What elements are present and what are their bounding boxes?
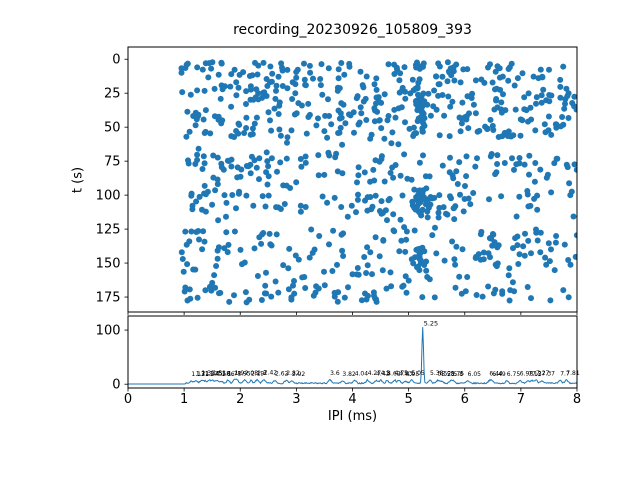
scatter-points [178,59,577,306]
peak-annotation: 4.62 [387,371,401,378]
x-tick-label: 6 [461,392,469,407]
main-peak-annotation: 5.25 [424,320,438,328]
peak-annotation: 7.81 [566,370,580,377]
y-tick-label-top: 100 [96,189,121,204]
peak-annotation: 6.05 [468,371,482,378]
peak-annotation: 2.3 [257,370,267,377]
peak-annotation: 1.66 [221,371,235,378]
peak-annotation: 4.95 [406,371,420,378]
peak-annotation: 2.42 [264,369,278,376]
peak-annotation: 4.5 [381,370,391,377]
x-tick-label: 0 [124,392,132,407]
peak-annotation: 6.44 [489,371,503,378]
peak-annotation: 5.05 [411,370,425,377]
peak-annotation: 1.95 [237,371,251,378]
peak-annotation: 4.27 [368,370,382,377]
y-tick-label-top: 150 [96,257,121,272]
y-tick-label-top: 125 [96,223,121,238]
x-tick-label: 7 [517,392,525,407]
peak-annotation: 1.37 [205,371,219,378]
tick-marks [124,58,578,392]
peak-annotation: 1.21 [196,371,210,378]
peak-annotation: 5.8 [454,371,464,378]
y-tick-label-top: 50 [104,121,121,136]
peak-annotation: 1.78 [228,371,242,378]
peak-annotation: 5.52 [438,371,452,378]
peak-annotation: 4.04 [355,371,369,378]
x-axis-label: IPI (ms) [327,409,378,424]
peak-annotation: 7.2 [532,371,542,378]
peak-annotation: 2.08 [245,370,259,377]
peak-annotation: 6.98 [520,371,534,378]
y-tick-label-top: 0 [112,53,120,68]
peak-annotation: 4.83 [399,371,413,378]
tick-labels: 0 25 50 75 100 125 150 175 0 100 0 1 2 3 4 5 6 7 8 [96,53,581,407]
peak-annotation: 3.6 [330,370,340,377]
x-tick-label: 4 [348,392,356,407]
x-tick-label: 2 [236,392,244,407]
ipi-histogram-line [128,327,577,385]
peak-annotation: 5.75 [451,371,465,378]
peak-annotation: 1.9 [235,370,245,377]
x-tick-label: 1 [180,392,188,407]
y-tick-label-top: 175 [96,291,121,306]
peak-annotation: 2.62 [275,371,289,378]
peak-annotation: 4.42 [376,371,390,378]
y-tick-label-bottom: 100 [96,324,121,339]
peak-annotation: 1.51 [213,370,227,377]
peak-annotation: 1.58 [217,371,231,378]
y-tick-label-top: 75 [104,155,121,170]
peak-annotation: 6.49 [492,371,506,378]
peak-annotation: 2.92 [292,371,306,378]
x-tick-label: 3 [292,392,300,407]
figure-title: recording_20230926_105809_393 [233,22,472,38]
y-tick-label-bottom: 0 [112,378,120,393]
peak-annotation: 7.7 [560,371,570,378]
peak-annotation: 7.27 [536,370,550,377]
x-tick-label: 5 [404,392,412,407]
peak-annotation: 1.45 [209,371,223,378]
y-tick-label-top: 25 [104,87,121,102]
peak-annotation: 2.19 [251,371,265,378]
peak-annotation: 5.38 [430,370,444,377]
peak-annotation: 1.13 [191,371,205,378]
peak-annotation: 3.82 [342,371,356,378]
peak-annotation: 7.37 [542,371,556,378]
peak-annotation: 1.31 [202,370,216,377]
peak-annotation: 4.75 [395,370,409,377]
peak-annotation: 2.82 [286,370,300,377]
peak-annotation: 6.75 [507,371,521,378]
peak-annotations: 1.131.211.311.371.451.511.581.661.781.91… [191,320,579,379]
peak-annotation: 7.13 [528,371,542,378]
x-tick-label: 8 [573,392,581,407]
peak-annotation: 5.58 [441,371,455,378]
